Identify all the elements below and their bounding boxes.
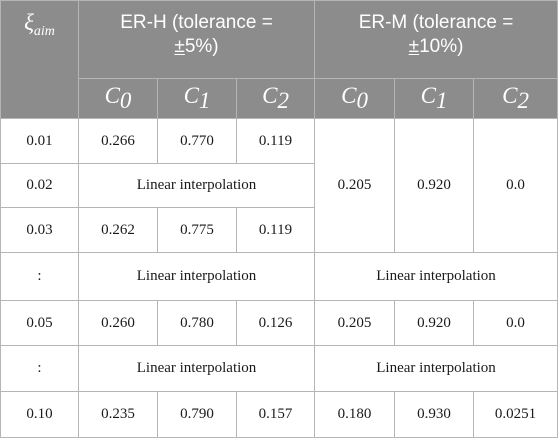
er-m-c2-value: 0.0 <box>473 118 558 253</box>
table-row: 0.01 0.266 0.770 0.119 0.205 0.920 0.0 <box>0 118 558 253</box>
coef-symbol: C <box>183 83 199 109</box>
er-h-c2-header: C2 <box>235 78 316 119</box>
xi-value: 0.10 <box>0 391 79 438</box>
coef-subscript: 2 <box>517 87 529 113</box>
xi-value: 0.03 <box>0 207 79 253</box>
er-h-c0-value: 0.235 <box>78 391 158 438</box>
table-row: : Linear interpolation Linear interpolat… <box>0 345 558 392</box>
er-h-c2-value: 0.119 <box>235 207 316 253</box>
er-h-title: ER-H (tolerance = <box>120 12 273 33</box>
coef-symbol: C <box>420 83 436 109</box>
er-m-c1-value: 0.920 <box>394 300 475 346</box>
er-h-c2-value: 0.126 <box>235 300 316 346</box>
er-h-c0-header: C0 <box>78 78 158 119</box>
er-h-c0-value: 0.266 <box>78 118 158 164</box>
er-m-c1-value: 0.930 <box>394 391 475 438</box>
coef-subscript: 0 <box>119 87 132 113</box>
coef-symbol: C <box>341 83 357 109</box>
xi-value: 0.02 <box>0 163 79 208</box>
er-h-c2-value: 0.157 <box>235 391 316 438</box>
table-row: 0.05 0.260 0.780 0.126 0.205 0.920 0.0 <box>0 300 558 346</box>
er-m-c0-value: 0.180 <box>314 391 396 438</box>
er-h-c0-value: 0.262 <box>78 207 158 253</box>
coef-subscript: 0 <box>356 87 368 113</box>
er-m-c1-value: 0.920 <box>394 118 475 253</box>
er-h-c1-value: 0.780 <box>157 300 237 346</box>
er-m-c0-value: 0.205 <box>314 300 396 346</box>
er-h-interpolation-note: Linear interpolation <box>77 252 316 301</box>
er-h-tolerance: 5%) <box>184 36 219 57</box>
xi-symbol: ξ <box>24 10 34 35</box>
coef-symbol: C <box>502 83 518 109</box>
coef-symbol: C <box>104 83 120 109</box>
er-m-c2-value: 0.0 <box>473 300 558 346</box>
er-m-group-header: ER-M (tolerance = ±10%) <box>314 0 558 79</box>
er-h-interpolation-note: Linear interpolation <box>77 163 316 208</box>
er-m-c1-header: C1 <box>394 78 475 119</box>
er-h-pm-sign: ± <box>174 36 185 57</box>
er-m-c2-header: C2 <box>473 78 558 119</box>
er-h-c1-value: 0.790 <box>157 391 237 438</box>
xi-value: : <box>0 252 79 301</box>
xi-value: 0.05 <box>0 300 79 346</box>
xi-value: : <box>0 345 79 392</box>
coef-symbol: C <box>262 83 278 109</box>
coef-subscript: 2 <box>277 87 289 113</box>
coef-subscript: 1 <box>198 87 211 113</box>
er-h-c1-value: 0.770 <box>157 118 237 164</box>
er-m-title: ER-M (tolerance = <box>358 12 514 33</box>
er-h-c0-value: 0.260 <box>78 300 158 346</box>
er-m-pm-sign: ± <box>408 36 420 57</box>
table-row: 0.03 0.262 0.775 0.119 <box>0 207 558 253</box>
er-m-interpolation-note: Linear interpolation <box>314 252 558 301</box>
er-m-c2-value: 0.0251 <box>473 391 558 438</box>
table-row: 0.02 Linear interpolation <box>0 163 558 208</box>
er-h-interpolation-note: Linear interpolation <box>77 345 316 392</box>
er-m-tolerance: 10%) <box>419 36 464 57</box>
er-h-c2-value: 0.119 <box>235 118 316 164</box>
table-row: : Linear interpolation Linear interpolat… <box>0 252 558 301</box>
er-m-c0-value: 0.205 <box>314 118 396 253</box>
table-row: 0.10 0.235 0.790 0.157 0.180 0.930 0.025… <box>0 391 558 438</box>
er-h-c1-value: 0.775 <box>157 207 237 253</box>
er-m-c0-header: C0 <box>314 78 396 119</box>
xi-subscript: aim <box>33 24 55 40</box>
xi-value: 0.01 <box>0 118 79 164</box>
er-h-group-header: ER-H (tolerance = ±5%) <box>77 0 316 79</box>
coef-subscript: 1 <box>435 87 448 113</box>
header-row-groups: ξaim ER-H (tolerance = ±5%) ER-M (tolera… <box>0 0 558 119</box>
er-h-c1-header: C1 <box>157 78 237 119</box>
xi-aim-header: ξaim <box>0 0 79 119</box>
header-row-coefficients: C0 C1 C2 C0 C1 C2 <box>1 78 558 119</box>
er-m-interpolation-note: Linear interpolation <box>314 345 558 392</box>
